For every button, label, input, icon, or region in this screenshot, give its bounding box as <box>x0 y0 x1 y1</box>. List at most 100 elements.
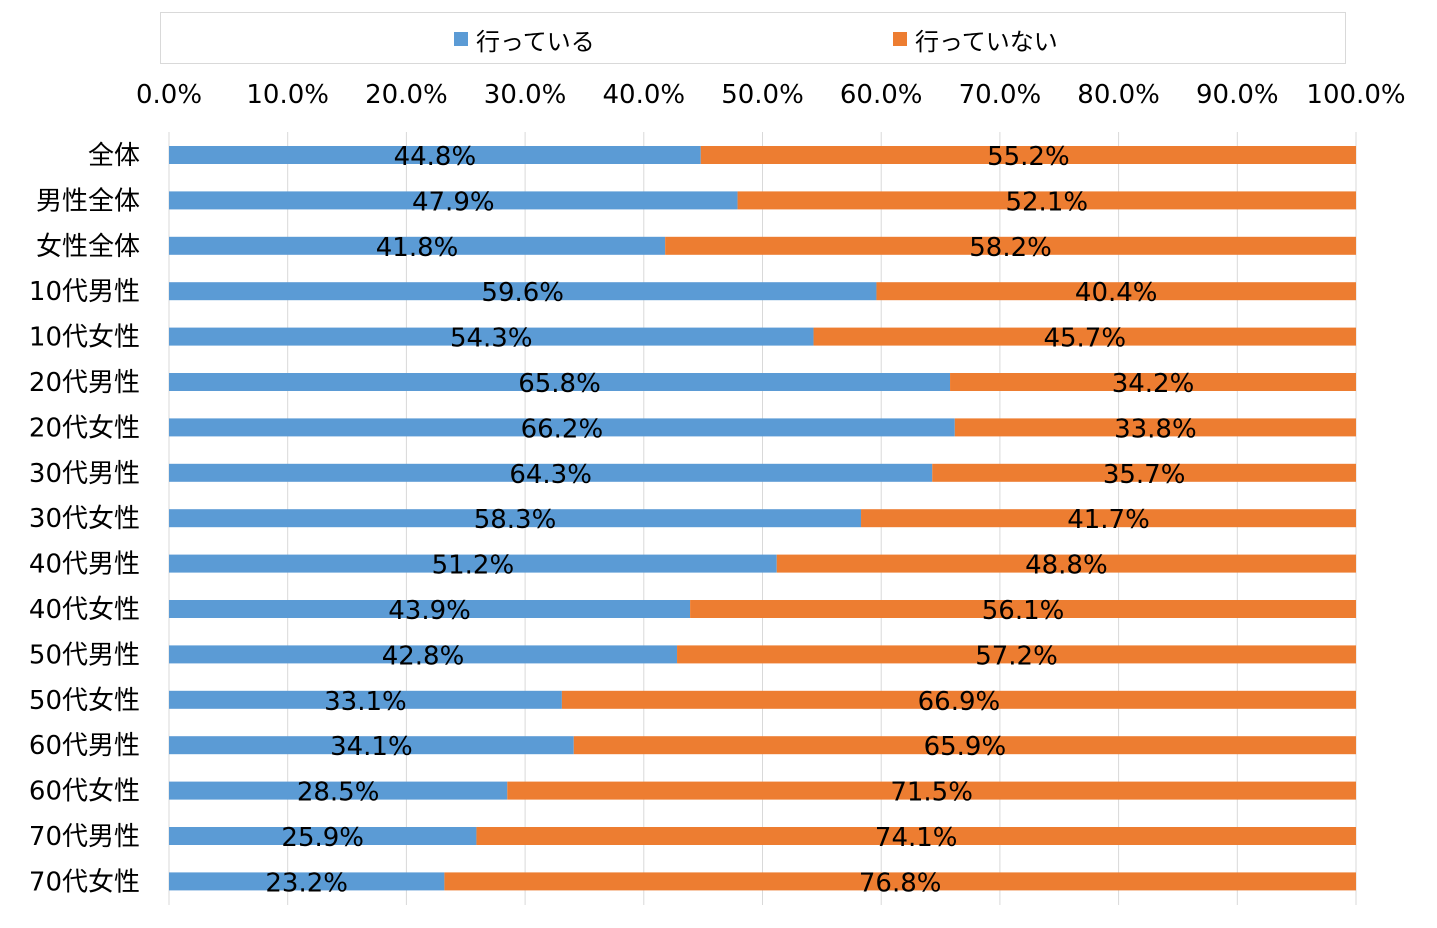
category-label: 50代男性 <box>29 640 140 670</box>
bar-segment <box>169 736 574 755</box>
x-tick-label: 30.0% <box>484 80 567 110</box>
data-label: 34.1% <box>330 732 413 762</box>
data-label: 23.2% <box>265 868 348 898</box>
data-label: 52.1% <box>1005 187 1088 217</box>
bar-segment <box>932 463 1356 482</box>
bar-segment <box>169 600 691 618</box>
legend-label-series-1: 行っている <box>476 27 595 56</box>
legend-item-series-1: 行っている <box>454 13 595 65</box>
bar-segment <box>169 236 666 255</box>
data-label: 66.2% <box>521 414 604 444</box>
bar-segment <box>169 690 562 709</box>
data-label: 34.2% <box>1112 369 1195 399</box>
bar-segment <box>169 509 862 528</box>
data-label: 65.8% <box>518 369 601 399</box>
bar-segment <box>665 236 1356 255</box>
category-label: 10代女性 <box>29 323 140 353</box>
data-labels: 44.8% 55.2% 47.9% 52.1% 41.8% 58.2% 59.6% 40.4%… <box>265 142 1196 898</box>
data-label: 44.8% <box>394 142 477 172</box>
data-label: 59.6% <box>481 278 564 308</box>
bar-segment <box>561 690 1356 709</box>
legend-swatch-series-2 <box>893 32 907 46</box>
x-tick-label: 70.0% <box>959 80 1042 110</box>
category-label: 全体 <box>88 141 140 171</box>
bar-segment <box>776 554 1356 573</box>
data-label: 42.8% <box>382 641 465 671</box>
data-label: 43.9% <box>388 596 471 626</box>
bar-segment <box>677 645 1356 664</box>
category-label: 30代女性 <box>29 504 140 534</box>
category-label: 20代男性 <box>29 368 140 398</box>
data-label: 41.7% <box>1067 505 1150 535</box>
data-label: 58.2% <box>969 233 1052 263</box>
bar-segment <box>169 645 678 664</box>
x-tick-label: 90.0% <box>1196 80 1279 110</box>
bar-segment <box>861 509 1356 528</box>
data-label: 76.8% <box>859 868 942 898</box>
bar-segment <box>169 373 951 391</box>
data-label: 65.9% <box>924 732 1007 762</box>
data-label: 57.2% <box>975 641 1058 671</box>
category-label: 60代女性 <box>29 777 140 807</box>
bars <box>169 146 1357 891</box>
data-label: 33.1% <box>324 687 407 717</box>
data-label: 33.8% <box>1114 414 1197 444</box>
x-tick-label: 50.0% <box>721 80 804 110</box>
x-tick-label: 80.0% <box>1077 80 1160 110</box>
x-tick-label: 20.0% <box>365 80 448 110</box>
legend-swatch-series-1 <box>454 32 468 46</box>
bar-segment <box>169 872 445 891</box>
bar-segment <box>950 373 1356 391</box>
bar-segment <box>700 146 1356 164</box>
bar-segment <box>876 282 1356 301</box>
data-label: 28.5% <box>297 778 380 808</box>
data-label: 25.9% <box>281 823 364 853</box>
bar-segment <box>476 827 1357 845</box>
category-label: 70代男性 <box>29 822 140 852</box>
category-label: 10代男性 <box>29 277 140 307</box>
data-label: 41.8% <box>376 233 459 263</box>
data-label: 74.1% <box>875 823 958 853</box>
bar-segment <box>169 146 701 164</box>
data-label: 51.2% <box>432 551 515 581</box>
bar-segment <box>813 327 1356 346</box>
legend-item-series-2: 行っていない <box>893 13 1058 65</box>
category-label: 20代女性 <box>29 413 140 443</box>
data-label: 35.7% <box>1103 460 1186 490</box>
data-label: 47.9% <box>412 187 495 217</box>
x-tick-label: 0.0% <box>136 80 202 110</box>
data-label: 55.2% <box>987 142 1070 172</box>
category-label: 40代男性 <box>29 550 140 580</box>
category-label: 男性全体 <box>36 186 140 216</box>
legend-label-series-2: 行っていない <box>915 27 1058 56</box>
category-label: 60代男性 <box>29 731 140 761</box>
bar-segment <box>169 418 955 437</box>
bar-segment <box>444 872 1356 891</box>
bar-segment <box>690 600 1356 618</box>
data-label: 56.1% <box>982 596 1065 626</box>
bar-segment <box>169 827 477 845</box>
bar-segment <box>573 736 1356 755</box>
bar-segment <box>169 282 877 301</box>
data-label: 66.9% <box>918 687 1001 717</box>
bar-segment <box>737 191 1356 210</box>
bar-segment <box>169 327 814 346</box>
data-label: 45.7% <box>1043 324 1126 354</box>
data-label: 54.3% <box>450 324 533 354</box>
x-tick-label: 60.0% <box>840 80 923 110</box>
data-label: 71.5% <box>890 778 973 808</box>
data-label: 40.4% <box>1075 278 1158 308</box>
category-label: 30代男性 <box>29 459 140 489</box>
category-label: 40代女性 <box>29 595 140 625</box>
bar-segment <box>169 554 777 573</box>
x-tick-label: 10.0% <box>246 80 329 110</box>
bar-segment <box>507 781 1356 800</box>
x-axis-tick-labels: 0.0% 10.0% 20.0% 30.0% 40.0% 50.0% 60.0% 70.0% 8… <box>136 80 1406 110</box>
bar-segment <box>169 781 508 800</box>
bar-segment <box>954 418 1356 437</box>
category-label: 50代女性 <box>29 686 140 716</box>
legend: 行っている 行っていない <box>160 12 1346 64</box>
category-label: 女性全体 <box>36 232 140 262</box>
